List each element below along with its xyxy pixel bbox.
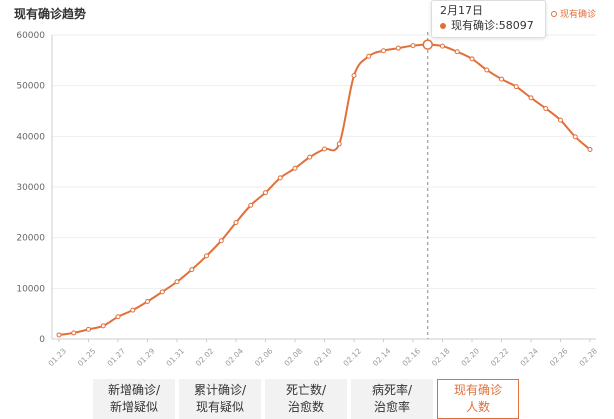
data-point[interactable] bbox=[292, 165, 298, 171]
series-points bbox=[56, 39, 593, 338]
legend-label: 现有确诊 bbox=[559, 10, 596, 20]
tab-label-line2: 人数 bbox=[465, 400, 490, 414]
data-point[interactable] bbox=[204, 253, 209, 259]
tooltip-dot-icon bbox=[440, 22, 446, 29]
x-tick-label: 01.27 bbox=[105, 346, 127, 368]
data-point[interactable] bbox=[528, 95, 534, 101]
x-axis: 01.23 01.25 01.27 01.29 01.31 02.02 02.04 02.06… bbox=[46, 35, 599, 368]
data-point[interactable] bbox=[572, 134, 578, 140]
data-point[interactable] bbox=[233, 219, 239, 225]
data-point[interactable] bbox=[440, 43, 445, 49]
y-tick-label: 40000 bbox=[16, 132, 45, 142]
x-tick-label: 02.02 bbox=[194, 346, 216, 368]
data-point[interactable] bbox=[56, 332, 62, 338]
tab-current-confirmed[interactable]: 现有确诊 人数 bbox=[437, 379, 519, 419]
data-point[interactable] bbox=[558, 117, 563, 123]
data-point[interactable] bbox=[513, 84, 519, 90]
x-tick-label: 02.06 bbox=[253, 346, 275, 368]
x-tick-label: 02.14 bbox=[371, 346, 393, 368]
data-point[interactable] bbox=[366, 53, 372, 59]
data-point[interactable] bbox=[145, 299, 150, 305]
x-tick-label: 02.26 bbox=[548, 346, 570, 368]
data-point[interactable] bbox=[86, 326, 91, 332]
x-tick-label: 02.18 bbox=[430, 346, 452, 368]
x-tick-label: 02.04 bbox=[223, 346, 245, 368]
tab-label-line1: 新增确诊/ bbox=[107, 383, 161, 397]
data-point[interactable] bbox=[499, 76, 504, 82]
tooltip: 2月17日 现有确诊 : 58097 bbox=[431, 0, 546, 38]
x-tick-label: 01.23 bbox=[46, 346, 68, 368]
series-line-current-confirmed bbox=[58, 43, 591, 336]
data-point[interactable] bbox=[395, 45, 401, 51]
data-point[interactable] bbox=[587, 147, 593, 153]
y-tick-label: 30000 bbox=[16, 183, 45, 193]
x-tick-label: 02.08 bbox=[282, 346, 304, 368]
data-point[interactable] bbox=[410, 43, 416, 49]
y-tick-label: 50000 bbox=[16, 82, 45, 92]
tab-label-line1: 死亡数/ bbox=[285, 383, 327, 397]
data-point[interactable] bbox=[159, 289, 165, 295]
data-point[interactable] bbox=[381, 48, 386, 54]
data-point[interactable] bbox=[336, 141, 342, 147]
tab-fatality-cure-rate[interactable]: 病死率/ 治愈率 bbox=[351, 379, 433, 419]
data-point[interactable] bbox=[115, 314, 121, 320]
x-tick-label: 02.12 bbox=[341, 346, 363, 368]
tab-label-line1: 病死率/ bbox=[371, 383, 413, 397]
x-tick-label: 02.10 bbox=[312, 346, 334, 368]
tab-label-line2: 现有疑似 bbox=[195, 400, 244, 414]
tab-label-line1: 现有确诊 bbox=[453, 383, 502, 397]
data-point[interactable] bbox=[100, 323, 106, 329]
tab-deaths-cured[interactable]: 死亡数/ 治愈数 bbox=[265, 379, 347, 419]
y-tick-label: 10000 bbox=[16, 284, 45, 294]
data-point[interactable] bbox=[263, 190, 268, 196]
data-point[interactable] bbox=[189, 267, 195, 273]
data-point[interactable] bbox=[351, 73, 357, 79]
y-tick-label: 0 bbox=[39, 335, 45, 345]
tooltip-value: 58097 bbox=[498, 19, 534, 32]
y-tick-label: 20000 bbox=[16, 234, 45, 244]
x-tick-label: 01.31 bbox=[164, 346, 186, 368]
tab-label-line2: 治愈率 bbox=[373, 400, 410, 414]
x-tick-label: 02.24 bbox=[518, 346, 540, 368]
legend[interactable]: 现有确诊 bbox=[550, 7, 596, 20]
tab-label-line2: 治愈数 bbox=[287, 400, 324, 414]
data-point[interactable] bbox=[469, 56, 475, 62]
x-tick-label: 02.20 bbox=[459, 346, 481, 368]
tab-cumulative-confirmed[interactable]: 累计确诊/ 现有疑似 bbox=[179, 379, 261, 419]
x-tick-label: 01.25 bbox=[76, 346, 98, 368]
data-point[interactable] bbox=[218, 238, 224, 244]
tab-new-confirmed[interactable]: 新增确诊/ 新增疑似 bbox=[93, 379, 175, 419]
tooltip-label: 现有确诊 bbox=[451, 19, 495, 32]
metric-tabs: 新增确诊/ 新增疑似 累计确诊/ 现有疑似 死亡数/ 治愈数 病死率/ 治愈率 … bbox=[93, 379, 523, 419]
grid-lines bbox=[52, 34, 596, 340]
data-point[interactable] bbox=[322, 146, 327, 152]
chart-title: 现有确诊趋势 bbox=[14, 7, 87, 21]
data-point[interactable] bbox=[277, 175, 283, 181]
tooltip-date: 2月17日 bbox=[440, 4, 483, 17]
tooltip-colon: : bbox=[495, 19, 499, 32]
x-tick-label: 02.16 bbox=[400, 346, 422, 368]
data-point[interactable] bbox=[307, 154, 313, 160]
data-point[interactable] bbox=[71, 330, 77, 336]
data-point[interactable] bbox=[248, 202, 254, 208]
tab-label-line1: 累计确诊/ bbox=[193, 383, 247, 397]
y-axis-ticks: 0 10000 20000 30000 40000 50000 60000 bbox=[16, 31, 45, 345]
data-point[interactable] bbox=[484, 67, 490, 73]
data-point-highlighted[interactable] bbox=[422, 39, 433, 50]
x-tick-label: 02.28 bbox=[577, 346, 599, 368]
data-point[interactable] bbox=[454, 49, 460, 55]
data-point[interactable] bbox=[174, 279, 180, 285]
tab-label-line2: 新增疑似 bbox=[109, 400, 158, 414]
x-tick-label: 02.22 bbox=[489, 346, 511, 368]
y-tick-label: 60000 bbox=[16, 31, 45, 41]
data-point[interactable] bbox=[130, 307, 136, 313]
data-point[interactable] bbox=[543, 105, 549, 111]
legend-swatch-icon bbox=[550, 10, 557, 17]
x-tick-label: 01.29 bbox=[135, 346, 157, 368]
